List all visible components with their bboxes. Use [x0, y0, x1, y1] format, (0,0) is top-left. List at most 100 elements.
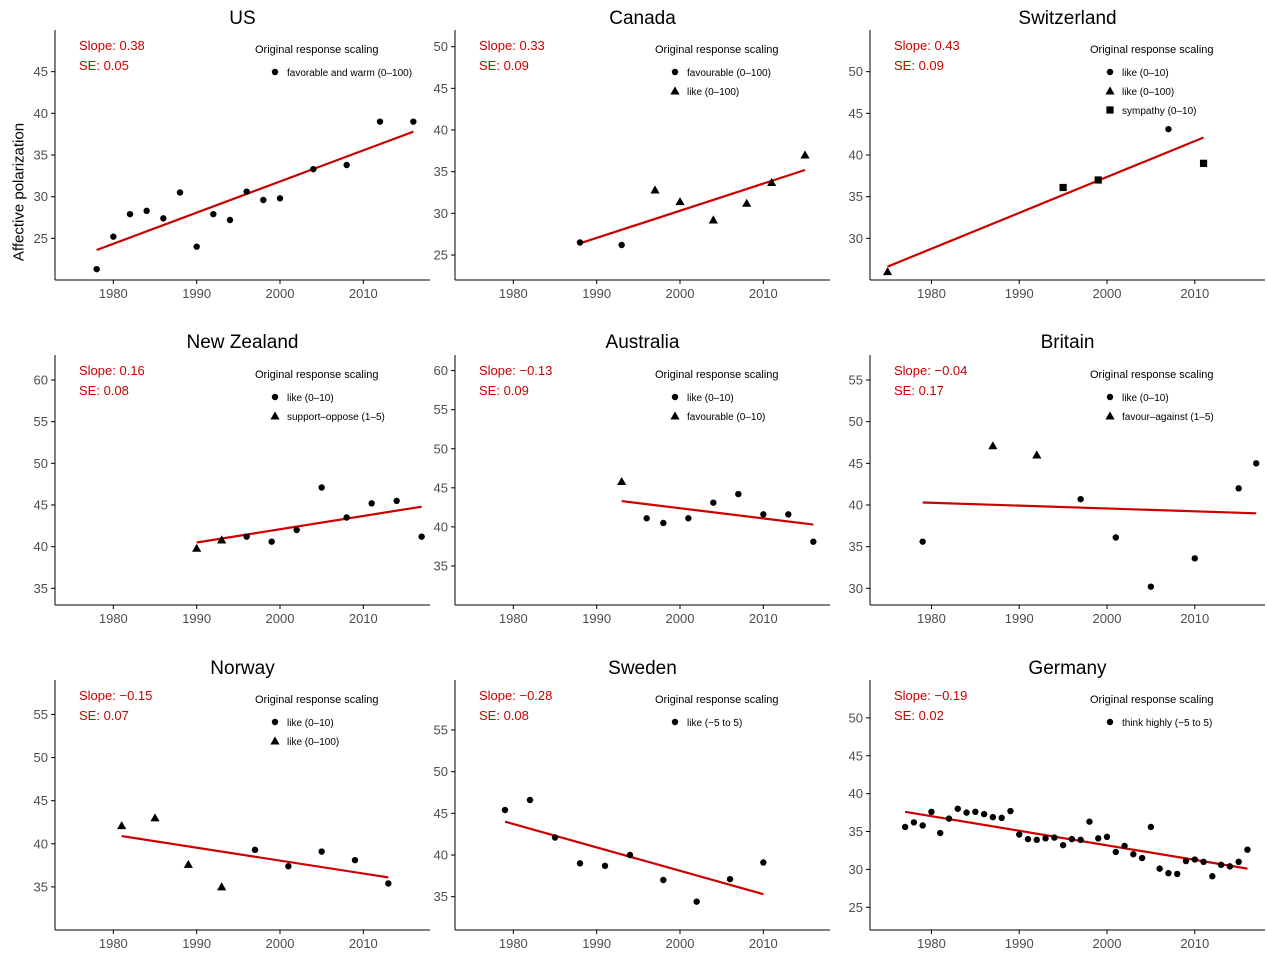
data-point: [618, 241, 625, 249]
data-point: [1138, 854, 1146, 862]
y-tick-label: 35: [434, 889, 448, 904]
y-tick-label: 50: [34, 456, 48, 471]
x-tick-label: 1980: [917, 286, 946, 301]
panel-title: Switzerland: [1018, 8, 1116, 29]
y-tick-label: 55: [434, 723, 448, 738]
data-point: [526, 796, 534, 804]
x-tick-label: 2010: [749, 611, 778, 626]
data-point: [988, 441, 998, 450]
panel-canada: Canada 25 30 35 40 45 50 1980 1990 2000 2010 Slope:…: [434, 8, 830, 301]
se-annotation: SE: 0.02: [894, 708, 944, 723]
y-tick-label: 40: [434, 519, 448, 534]
y-tick-label: 35: [434, 164, 448, 179]
data-point: [708, 215, 718, 224]
legend-key: [270, 736, 280, 745]
data-point: [1086, 818, 1093, 825]
y-tick-label: 45: [849, 456, 863, 471]
data-point: [767, 177, 777, 186]
panel-title: Australia: [606, 332, 680, 353]
se-annotation: SE: 0.09: [479, 58, 529, 73]
data-point: [217, 882, 227, 891]
se-annotation: SE: 0.07: [79, 708, 129, 723]
y-tick-label: 40: [34, 539, 48, 554]
data-point: [882, 267, 893, 276]
data-point: [501, 806, 509, 814]
legend-key: [1106, 106, 1114, 114]
data-point: [183, 859, 193, 868]
x-tick-label: 2000: [666, 286, 695, 301]
legend-title: Original response scaling: [1090, 44, 1214, 56]
legend-label: support–oppose (1–5): [287, 412, 385, 423]
x-tick-label: 2000: [1093, 611, 1122, 626]
se-annotation: SE: 0.17: [894, 383, 944, 398]
panel-norway: Norway 35 40 45 50 55 1980 1990 2000 2010 Slope: −…: [34, 658, 430, 951]
data-point: [1156, 865, 1163, 872]
y-tick-label: 50: [434, 441, 448, 456]
x-tick-label: 2010: [349, 936, 378, 951]
x-tick-label: 1980: [917, 611, 946, 626]
data-point: [693, 898, 700, 905]
data-point: [1191, 555, 1198, 562]
fit-line: [904, 810, 1248, 870]
data-point: [160, 215, 167, 222]
data-point: [110, 233, 117, 240]
fit-line: [621, 500, 814, 526]
data-point: [1130, 851, 1137, 858]
legend-key: [1106, 393, 1114, 401]
data-point: [117, 821, 127, 830]
data-point: [418, 533, 425, 540]
data-point: [998, 814, 1005, 822]
panel-britain: Britain 30 35 40 45 50 55 1980 1990 2000 2010 Slope…: [849, 332, 1265, 626]
legend-label: favorable and warm (0–100): [287, 68, 412, 79]
x-tick-label: 2010: [349, 611, 378, 626]
data-point: [1033, 836, 1040, 844]
y-tick-label: 50: [434, 764, 448, 779]
x-tick-label: 2000: [266, 286, 295, 301]
panel-us: US 25 30 35 40 45 1980 1990 2000 2010 Slope: 0.38 S…: [34, 8, 430, 301]
legend-key: [1106, 68, 1114, 76]
data-point: [1182, 857, 1190, 865]
y-tick-label: 40: [849, 786, 863, 801]
data-point: [576, 239, 584, 246]
data-point: [368, 500, 375, 507]
data-point: [1235, 485, 1242, 492]
y-tick-label: 50: [434, 39, 448, 54]
data-point: [1217, 861, 1225, 869]
data-point: [376, 118, 384, 125]
data-point: [1191, 856, 1198, 863]
y-tick-label: 35: [849, 824, 863, 839]
panel-title: US: [229, 8, 255, 29]
se-annotation: SE: 0.08: [79, 383, 129, 398]
slope-annotation: Slope: −0.04: [894, 363, 967, 378]
x-tick-label: 1990: [582, 286, 611, 301]
slope-annotation: Slope: −0.19: [894, 688, 967, 703]
data-point: [1094, 176, 1102, 184]
data-point: [617, 476, 627, 486]
data-point: [660, 519, 667, 527]
data-point: [660, 876, 667, 884]
legend-key: [271, 718, 279, 726]
y-tick-label: 30: [849, 581, 863, 596]
data-point: [1253, 460, 1260, 467]
y-tick-label: 60: [34, 373, 48, 388]
data-point: [1077, 495, 1084, 503]
data-point: [760, 511, 767, 518]
y-tick-label: 35: [34, 879, 48, 894]
data-point: [143, 207, 150, 215]
legend-label: sympathy (0–10): [1122, 106, 1196, 117]
x-tick-label: 1990: [1005, 936, 1034, 951]
data-point: [343, 161, 350, 169]
fit-line: [922, 501, 1257, 515]
fit-line: [196, 505, 422, 544]
y-tick-label: 25: [434, 248, 448, 263]
legend-key: [670, 86, 680, 95]
panel-title: Norway: [210, 658, 275, 679]
panel-title: Britain: [1041, 332, 1095, 353]
y-tick-label: 35: [34, 581, 48, 596]
x-tick-label: 2010: [1180, 611, 1209, 626]
y-tick-label: 50: [849, 414, 863, 429]
data-point: [650, 185, 660, 194]
data-point: [268, 538, 275, 545]
data-point: [1174, 870, 1181, 878]
